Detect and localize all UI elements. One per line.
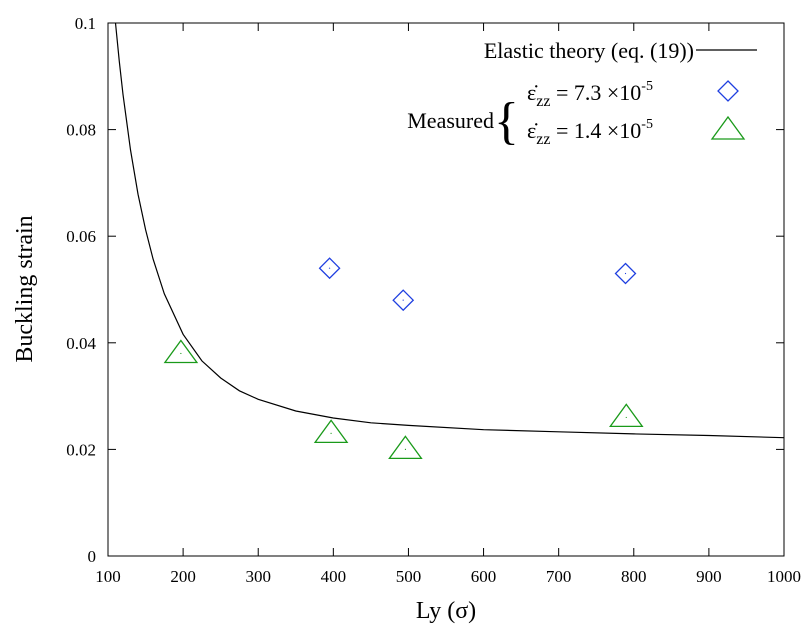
legend-series-2-value: = 1.4 ×10 (550, 118, 641, 143)
axis-tick-labels: 100 200 300 400 500 600 700 800 900 1000 0 0.02 0.04… (66, 14, 801, 586)
diamond-data-point (614, 262, 637, 285)
y-tick-label: 0.04 (66, 334, 96, 353)
data-point-center-dot (404, 448, 407, 450)
legend-series-1-value: = 7.3 ×10 (550, 80, 641, 105)
legend-series-2-symbol: ε̇ (527, 118, 538, 143)
legend-series-1-subscript: zz (536, 93, 550, 110)
y-tick-label: 0 (88, 547, 97, 566)
triangle-data-point (163, 339, 199, 364)
legend-series-1-symbol: ε̇ (527, 80, 538, 105)
x-tick-label: 500 (396, 567, 422, 586)
axis-ticks (107, 22, 785, 557)
triangle-data-point (313, 419, 349, 444)
x-tick-label: 100 (95, 567, 121, 586)
legend-brace: { (494, 93, 519, 150)
data-point-center-dot (328, 267, 331, 269)
x-tick-label: 300 (245, 567, 271, 586)
data-point-center-dot (625, 416, 627, 419)
y-tick-label: 0.08 (66, 121, 96, 140)
legend-theory-label: Elastic theory (eq. (19)) (484, 38, 694, 63)
x-tick-label: 1000 (767, 567, 801, 586)
x-tick-label: 600 (471, 567, 497, 586)
data-point-center-dot (624, 272, 627, 275)
y-tick-label: 0.1 (75, 14, 96, 33)
y-axis-title: Buckling strain (12, 215, 38, 362)
x-axis-title: Ly (σ) (416, 598, 476, 624)
legend-series-1-exponent: -5 (641, 79, 653, 94)
triangle-data-point (388, 435, 423, 460)
elastic-theory-curve (114, 22, 785, 439)
x-tick-label: 900 (696, 567, 722, 586)
y-tick-label: 0.06 (66, 227, 96, 246)
x-tick-label: 400 (321, 567, 347, 586)
legend-triangle-marker (710, 115, 746, 140)
data-point-center-dot (180, 352, 182, 355)
data-point-center-dot (330, 432, 332, 435)
data-point-center-dot (402, 299, 404, 301)
y-tick-label: 0.02 (66, 440, 96, 459)
legend-diamond-marker (717, 80, 739, 102)
legend-series-2-subscript: zz (536, 131, 550, 148)
measured-markers (163, 257, 644, 460)
legend-series-1-label: ε̇zz = 7.3 ×10-5 (527, 79, 653, 110)
legend: Elastic theory (eq. (19)) Measured { ε̇z… (407, 38, 757, 150)
x-tick-label: 700 (546, 567, 572, 586)
legend-series-2-exponent: -5 (641, 117, 653, 132)
legend-series-2-label: ε̇zz = 1.4 ×10-5 (527, 117, 653, 148)
diamond-data-point (318, 257, 341, 280)
diamond-data-point (392, 289, 415, 312)
triangle-data-point (609, 403, 644, 428)
x-tick-label: 200 (170, 567, 196, 586)
plot-frame (107, 22, 785, 557)
legend-measured-label: Measured (407, 108, 494, 133)
x-tick-label: 800 (621, 567, 647, 586)
